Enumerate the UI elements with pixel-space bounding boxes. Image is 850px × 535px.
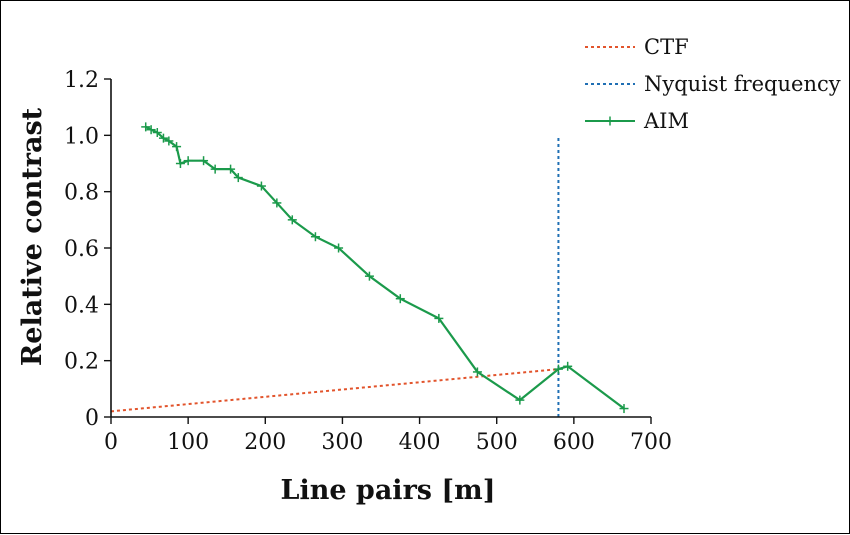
x-tick-label: 300: [321, 430, 363, 455]
data-point-aim: [434, 313, 444, 323]
y-tick-label: 0.4: [64, 293, 99, 318]
legend-label: Nyquist frequency: [644, 72, 841, 96]
data-point-aim: [141, 122, 151, 132]
data-point-aim: [553, 364, 563, 374]
data-point-aim: [233, 173, 243, 183]
series-line-ctf: [110, 368, 559, 413]
legend-label: CTF: [644, 35, 689, 59]
data-point-aim: [152, 128, 162, 138]
data-point-aim: [364, 271, 374, 281]
data-point-aim: [395, 294, 405, 304]
ticks-layer: 0 100 200 300 400 500 600 700 0 0.2 0.4 0.6 0.8 1.0 1.…: [64, 68, 672, 455]
x-tick-label: 500: [476, 430, 518, 455]
y-tick-label: 0.6: [64, 237, 99, 262]
data-point-aim: [164, 136, 174, 146]
series-layer: [110, 122, 629, 417]
data-point-aim: [146, 125, 156, 135]
legend-label: AIM: [643, 109, 689, 133]
data-point-aim: [172, 142, 182, 152]
y-axis-title: Relative contrast: [17, 107, 48, 366]
data-point-aim: [619, 404, 629, 414]
data-point-aim: [199, 156, 209, 166]
legend: CTF Nyquist frequency AIM: [585, 35, 841, 133]
data-point-aim: [256, 181, 266, 191]
x-axis-title: Line pairs [m]: [280, 475, 495, 506]
x-tick-label: 600: [553, 430, 595, 455]
data-point-aim: [183, 156, 193, 166]
y-tick-label: 1.2: [64, 68, 99, 93]
y-tick-label: 0.8: [64, 181, 99, 206]
legend-item-aim: AIM: [585, 109, 689, 133]
data-point-aim: [472, 367, 482, 377]
data-point-aim: [287, 215, 297, 225]
x-tick-label: 100: [167, 430, 209, 455]
data-point-aim: [515, 395, 525, 405]
data-point-aim: [158, 133, 168, 143]
data-point-aim: [175, 159, 185, 168]
x-tick-label: 700: [630, 430, 672, 455]
y-tick-label: 0: [85, 406, 99, 431]
data-point-aim: [226, 164, 236, 174]
data-point-aim: [334, 243, 344, 253]
legend-item-nyquist-frequency: Nyquist frequency: [585, 72, 841, 96]
data-point-aim: [210, 164, 220, 174]
data-point-aim: [272, 198, 282, 208]
data-point-aim: [310, 232, 320, 242]
y-tick-label: 1.0: [64, 124, 99, 149]
x-tick-label: 0: [104, 430, 118, 455]
x-tick-label: 400: [399, 430, 441, 455]
legend-item-ctf: CTF: [585, 35, 689, 59]
x-tick-label: 200: [244, 430, 286, 455]
y-tick-label: 0.2: [64, 350, 99, 375]
data-point-aim: [563, 361, 573, 371]
